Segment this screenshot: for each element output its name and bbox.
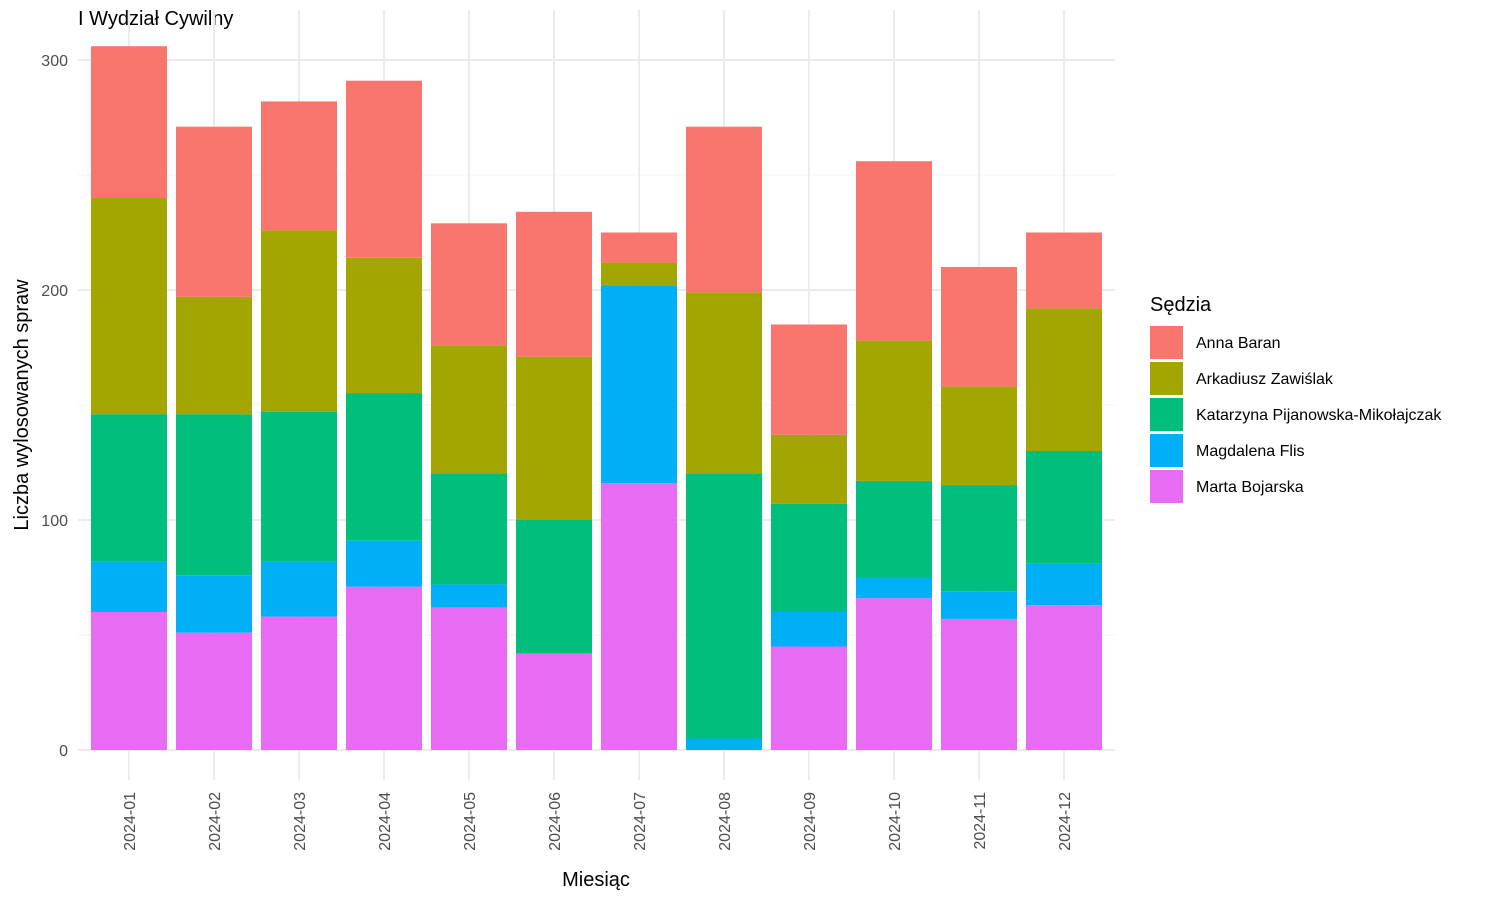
legend-label: Anna Baran xyxy=(1196,335,1281,352)
bar-segment: Arkadiusz Zawiślak 2024-05: 56 xyxy=(431,345,507,474)
bar-segment: Marta Bojarska 2024-11: 57 xyxy=(941,618,1017,750)
bar-segment: Arkadiusz Zawiślak 2024-08: 79 xyxy=(686,292,762,474)
bar-segment: Anna Baran 2024-04: 77 xyxy=(346,80,422,258)
legend-label: Marta Bojarska xyxy=(1196,479,1304,496)
legend-label: Katarzyna Pijanowska-Mikołajczak xyxy=(1196,407,1442,424)
bar-segment: Katarzyna Pijanowska-Mikołajczak 2024-04… xyxy=(346,393,422,541)
x-tick-label: 2024-01 xyxy=(122,792,139,851)
bar-segment: Magdalena Flis 2024-03: 24 xyxy=(261,561,337,617)
bar-segment: Marta Bojarska 2024-03: 58 xyxy=(261,616,337,750)
chart-title: I Wydział Cywilny xyxy=(78,8,234,30)
bar-segment: Katarzyna Pijanowska-Mikołajczak 2024-12… xyxy=(1026,451,1102,564)
bar-segment: Magdalena Flis 2024-01: 22 xyxy=(91,561,167,612)
x-tick-label: 2024-09 xyxy=(802,792,819,851)
bar-segment: Marta Bojarska 2024-06: 42 xyxy=(516,653,592,750)
bar-segment: Katarzyna Pijanowska-Mikołajczak 2024-08… xyxy=(686,474,762,739)
bar-segment: Arkadiusz Zawiślak 2024-07: 10 xyxy=(601,262,677,286)
bar-segment: Anna Baran 2024-06: 63 xyxy=(516,211,592,357)
bar-segment: Katarzyna Pijanowska-Mikołajczak 2024-10… xyxy=(856,480,932,578)
bar-segment: Anna Baran 2024-11: 52 xyxy=(941,267,1017,387)
legend-swatch xyxy=(1150,362,1183,395)
bar-segment: Anna Baran 2024-08: 72 xyxy=(686,126,762,293)
legend-title: Sędzia xyxy=(1150,294,1212,316)
bar-segment: Magdalena Flis 2024-08: 5 xyxy=(686,738,762,750)
bar-segment: Magdalena Flis 2024-10: 9 xyxy=(856,577,932,599)
y-axis-ticks: 0 100 200 300 xyxy=(41,53,68,760)
legend: Sędzia Anna Baran Arkadiusz Zawiślak Katar… xyxy=(1150,294,1442,503)
bar-segment: Anna Baran 2024-05: 53 xyxy=(431,223,507,346)
legend-swatch xyxy=(1150,398,1183,431)
bar-segment: Marta Bojarska 2024-12: 63 xyxy=(1026,605,1102,750)
bar-segment: Katarzyna Pijanowska-Mikołajczak 2024-06… xyxy=(516,520,592,654)
y-tick-label: 100 xyxy=(41,513,68,530)
bar-segment: Marta Bojarska 2024-05: 62 xyxy=(431,607,507,750)
bar-segment: Katarzyna Pijanowska-Mikołajczak 2024-05… xyxy=(431,474,507,585)
bar-segment: Magdalena Flis 2024-11: 12 xyxy=(941,591,1017,619)
legend-swatch xyxy=(1150,470,1183,503)
bar-segment: Anna Baran 2024-03: 56 xyxy=(261,101,337,231)
x-tick-label: 2024-07 xyxy=(632,792,649,851)
bar-segment: Anna Baran 2024-10: 78 xyxy=(856,161,932,341)
legend-swatch xyxy=(1150,326,1183,359)
bar-segment: Marta Bojarska 2024-04: 71 xyxy=(346,586,422,750)
bar-segment: Katarzyna Pijanowska-Mikołajczak 2024-11… xyxy=(941,485,1017,592)
bar-segment: Marta Bojarska 2024-10: 66 xyxy=(856,598,932,750)
bar-segment: Arkadiusz Zawiślak 2024-09: 30 xyxy=(771,434,847,504)
bar-segment: Magdalena Flis 2024-09: 15 xyxy=(771,612,847,647)
bar-segment: Anna Baran 2024-12: 33 xyxy=(1026,232,1102,309)
bar-segment: Katarzyna Pijanowska-Mikołajczak 2024-03… xyxy=(261,411,337,562)
legend-swatch xyxy=(1150,434,1183,467)
x-tick-label: 2024-04 xyxy=(377,792,394,851)
bar-segment: Marta Bojarska 2024-02: 51 xyxy=(176,632,252,750)
bar-segment: Anna Baran 2024-07: 13 xyxy=(601,232,677,263)
bar-segment: Arkadiusz Zawiślak 2024-04: 59 xyxy=(346,257,422,394)
x-axis-label: Miesiąc xyxy=(562,869,630,891)
bar-segment: Arkadiusz Zawiślak 2024-06: 71 xyxy=(516,356,592,520)
bar-segment: Katarzyna Pijanowska-Mikołajczak 2024-01… xyxy=(91,414,167,562)
x-tick-label: 2024-05 xyxy=(462,792,479,851)
bar-segment: Arkadiusz Zawiślak 2024-02: 51 xyxy=(176,296,252,415)
x-tick-label: 2024-11 xyxy=(972,792,989,850)
bar-segment: Arkadiusz Zawiślak 2024-11: 43 xyxy=(941,386,1017,486)
x-tick-label: 2024-02 xyxy=(207,792,224,851)
y-tick-label: 300 xyxy=(41,53,68,70)
bars: Marta Bojarska 2024-01: 60Marta Bojarska… xyxy=(91,46,1102,750)
bar-segment: Magdalena Flis 2024-12: 18 xyxy=(1026,563,1102,606)
legend-label: Arkadiusz Zawiślak xyxy=(1196,371,1334,388)
bar-segment: Marta Bojarska 2024-09: 45 xyxy=(771,646,847,750)
bar-segment: Arkadiusz Zawiślak 2024-10: 61 xyxy=(856,340,932,481)
bar-segment: Magdalena Flis 2024-02: 25 xyxy=(176,575,252,633)
bar-segment: Magdalena Flis 2024-05: 10 xyxy=(431,584,507,608)
bar-segment: Arkadiusz Zawiślak 2024-03: 79 xyxy=(261,230,337,412)
bar-segment: Marta Bojarska 2024-01: 60 xyxy=(91,612,167,750)
legend-label: Magdalena Flis xyxy=(1196,443,1305,460)
bar-segment: Arkadiusz Zawiślak 2024-01: 94 xyxy=(91,198,167,415)
bar-segment: Katarzyna Pijanowska-Mikołajczak 2024-02… xyxy=(176,414,252,576)
x-tick-label: 2024-10 xyxy=(887,792,904,851)
bar-segment: Anna Baran 2024-02: 74 xyxy=(176,126,252,297)
y-tick-label: 0 xyxy=(59,743,68,760)
y-tick-label: 200 xyxy=(41,283,68,300)
x-tick-label: 2024-12 xyxy=(1057,792,1074,851)
x-tick-label: 2024-06 xyxy=(547,792,564,851)
bar-segment: Katarzyna Pijanowska-Mikołajczak 2024-09… xyxy=(771,503,847,612)
x-tick-label: 2024-03 xyxy=(292,792,309,851)
bar-segment: Magdalena Flis 2024-04: 20 xyxy=(346,540,422,587)
y-axis-label: Liczba wylosowanych spraw xyxy=(11,279,33,531)
bar-segment: Marta Bojarska 2024-07: 116 xyxy=(601,483,677,750)
x-axis-ticks: 2024-01 2024-02 2024-03 2024-04 2024-05 2024-… xyxy=(122,792,1074,851)
x-tick-label: 2024-08 xyxy=(717,792,734,851)
bar-segment: Anna Baran 2024-01: 66 xyxy=(91,46,167,199)
bar-segment: Magdalena Flis 2024-07: 86 xyxy=(601,285,677,484)
bar-segment: Arkadiusz Zawiślak 2024-12: 62 xyxy=(1026,308,1102,451)
bar-segment: Anna Baran 2024-09: 48 xyxy=(771,324,847,435)
